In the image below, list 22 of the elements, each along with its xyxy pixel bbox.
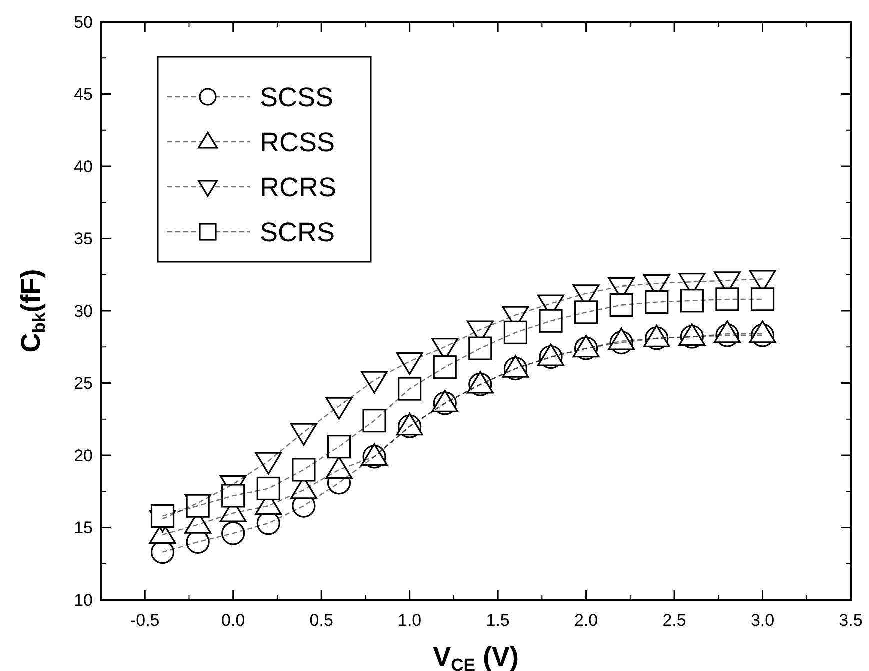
y-tick-label: 15 bbox=[74, 518, 93, 538]
y-tick-label: 20 bbox=[74, 446, 93, 466]
x-tick-label: -0.5 bbox=[130, 611, 160, 630]
x-tick-label: 0.5 bbox=[310, 611, 334, 630]
y-tick-label: 10 bbox=[74, 590, 93, 610]
legend-label: RCRS bbox=[260, 172, 337, 202]
legend-label: SCRS bbox=[260, 217, 336, 248]
y-tick-label: 30 bbox=[74, 302, 93, 321]
y-tick-label: 40 bbox=[74, 157, 93, 176]
x-tick-label: 0.0 bbox=[222, 611, 246, 630]
x-tick-label: 3.0 bbox=[750, 611, 775, 630]
legend-label: RCSS bbox=[260, 127, 336, 158]
x-tick-label: 3.5 bbox=[839, 611, 863, 630]
y-tick-label: 45 bbox=[74, 85, 93, 104]
legend-label: SCSS bbox=[260, 82, 334, 112]
y-tick-label: 35 bbox=[74, 230, 93, 249]
x-tick-label: 2.0 bbox=[574, 611, 598, 630]
x-tick-label: 1.5 bbox=[486, 611, 510, 630]
x-tick-label: 1.0 bbox=[398, 611, 422, 630]
y-tick-label: 50 bbox=[74, 12, 93, 32]
y-tick-label: 25 bbox=[74, 374, 93, 394]
x-tick-label: 2.5 bbox=[662, 611, 686, 630]
